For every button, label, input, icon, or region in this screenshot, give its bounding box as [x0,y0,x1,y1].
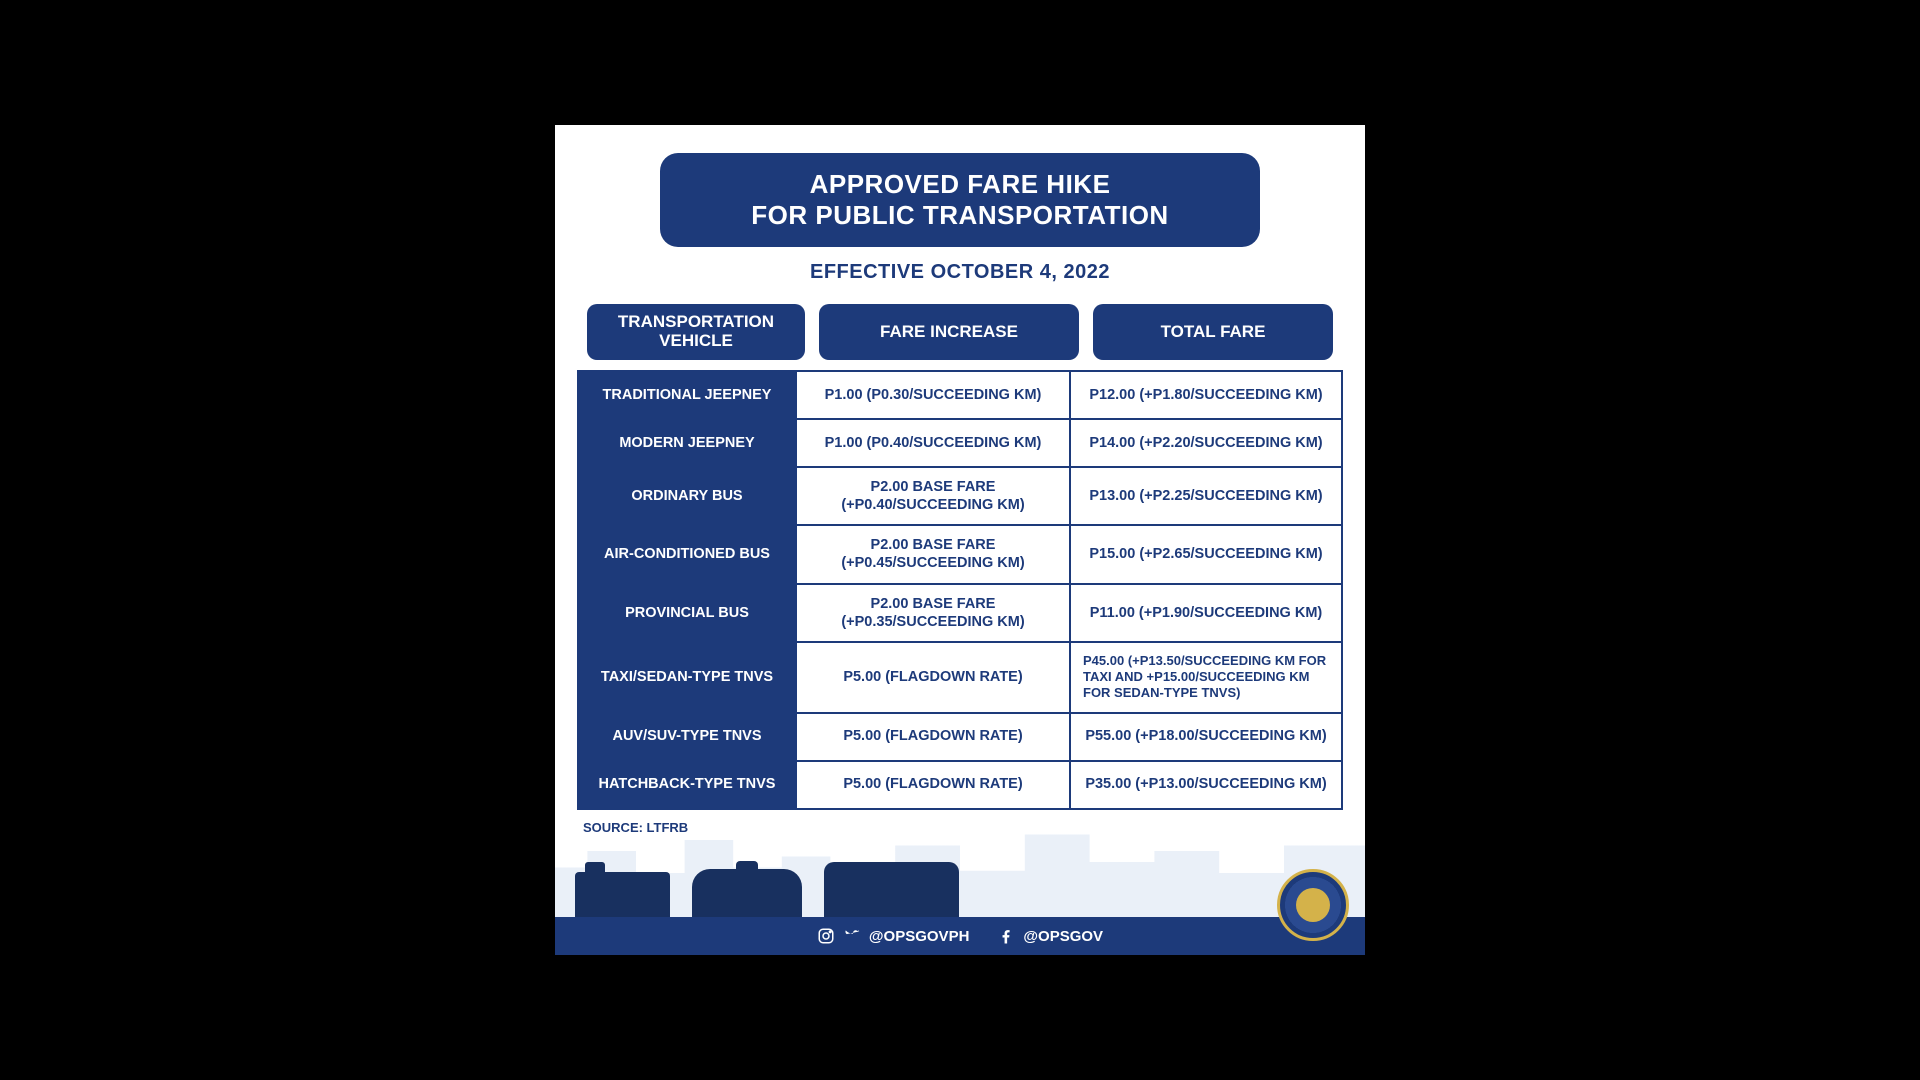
facebook-icon [997,927,1015,945]
table-row: MODERN JEEPNEYP1.00 (P0.40/SUCCEEDING KM… [579,418,1341,466]
cell-vehicle: MODERN JEEPNEY [579,420,797,466]
cell-vehicle: AUV/SUV-TYPE TNVS [579,714,797,760]
cell-vehicle: TRADITIONAL JEEPNEY [579,372,797,418]
social-group-1: @OPSGOVPH [817,927,969,945]
handle-2: @OPSGOV [1023,928,1103,945]
vehicle-silhouettes [575,862,959,917]
instagram-icon [817,927,835,945]
cell-total: P35.00 (+P13.00/SUCCEEDING KM) [1071,762,1341,808]
header-increase: FARE INCREASE [819,304,1079,360]
cell-increase: P5.00 (FLAGDOWN RATE) [797,762,1071,808]
cell-increase: P5.00 (FLAGDOWN RATE) [797,714,1071,760]
header-vehicle: TRANSPORTATION VEHICLE [587,304,805,360]
cell-vehicle: AIR-CONDITIONED BUS [579,526,797,582]
cell-total: P45.00 (+P13.50/SUCCEEDING KM FOR TAXI A… [1071,643,1341,712]
cell-vehicle: ORDINARY BUS [579,468,797,524]
cell-increase: P5.00 (FLAGDOWN RATE) [797,643,1071,712]
table-row: TAXI/SEDAN-TYPE TNVSP5.00 (FLAGDOWN RATE… [579,641,1341,712]
van-icon [692,869,802,917]
table-row: HATCHBACK-TYPE TNVSP5.00 (FLAGDOWN RATE)… [579,760,1341,808]
header-total: TOTAL FARE [1093,304,1333,360]
title-line-2: FOR PUBLIC TRANSPORTATION [680,200,1240,231]
cell-total: P15.00 (+P2.65/SUCCEEDING KM) [1071,526,1341,582]
table-headers: TRANSPORTATION VEHICLE FARE INCREASE TOT… [577,304,1343,360]
table-row: ORDINARY BUSP2.00 BASE FARE (+P0.40/SUCC… [579,466,1341,524]
title-pill: APPROVED FARE HIKE FOR PUBLIC TRANSPORTA… [660,153,1260,247]
twitter-icon [843,927,861,945]
cell-increase: P1.00 (P0.30/SUCCEEDING KM) [797,372,1071,418]
cell-total: P14.00 (+P2.20/SUCCEEDING KM) [1071,420,1341,466]
cell-total: P11.00 (+P1.90/SUCCEEDING KM) [1071,585,1341,641]
table-row: AUV/SUV-TYPE TNVSP5.00 (FLAGDOWN RATE)P5… [579,712,1341,760]
social-group-2: @OPSGOV [997,927,1103,945]
cell-increase: P1.00 (P0.40/SUCCEEDING KM) [797,420,1071,466]
cell-increase: P2.00 BASE FARE (+P0.40/SUCCEEDING KM) [797,468,1071,524]
cell-vehicle: TAXI/SEDAN-TYPE TNVS [579,643,797,712]
source-label: SOURCE: LTFRB [583,820,1337,835]
fare-hike-poster: APPROVED FARE HIKE FOR PUBLIC TRANSPORTA… [555,125,1365,955]
cell-total: P55.00 (+P18.00/SUCCEEDING KM) [1071,714,1341,760]
presidential-seal-icon [1277,869,1349,941]
jeepney-icon [575,872,670,917]
seal-center-icon [1296,888,1330,922]
title-line-1: APPROVED FARE HIKE [680,169,1240,200]
table-row: AIR-CONDITIONED BUSP2.00 BASE FARE (+P0.… [579,524,1341,582]
footer-bar: @OPSGOVPH @OPSGOV [555,917,1365,955]
fare-table: TRADITIONAL JEEPNEYP1.00 (P0.30/SUCCEEDI… [577,370,1343,810]
effective-date: EFFECTIVE OCTOBER 4, 2022 [555,261,1365,284]
cell-increase: P2.00 BASE FARE (+P0.45/SUCCEEDING KM) [797,526,1071,582]
cell-vehicle: PROVINCIAL BUS [579,585,797,641]
table-row: PROVINCIAL BUSP2.00 BASE FARE (+P0.35/SU… [579,583,1341,641]
table-row: TRADITIONAL JEEPNEYP1.00 (P0.30/SUCCEEDI… [579,372,1341,418]
cell-vehicle: HATCHBACK-TYPE TNVS [579,762,797,808]
bus-icon [824,862,959,917]
cell-total: P12.00 (+P1.80/SUCCEEDING KM) [1071,372,1341,418]
handle-1: @OPSGOVPH [869,928,969,945]
cell-increase: P2.00 BASE FARE (+P0.35/SUCCEEDING KM) [797,585,1071,641]
cell-total: P13.00 (+P2.25/SUCCEEDING KM) [1071,468,1341,524]
